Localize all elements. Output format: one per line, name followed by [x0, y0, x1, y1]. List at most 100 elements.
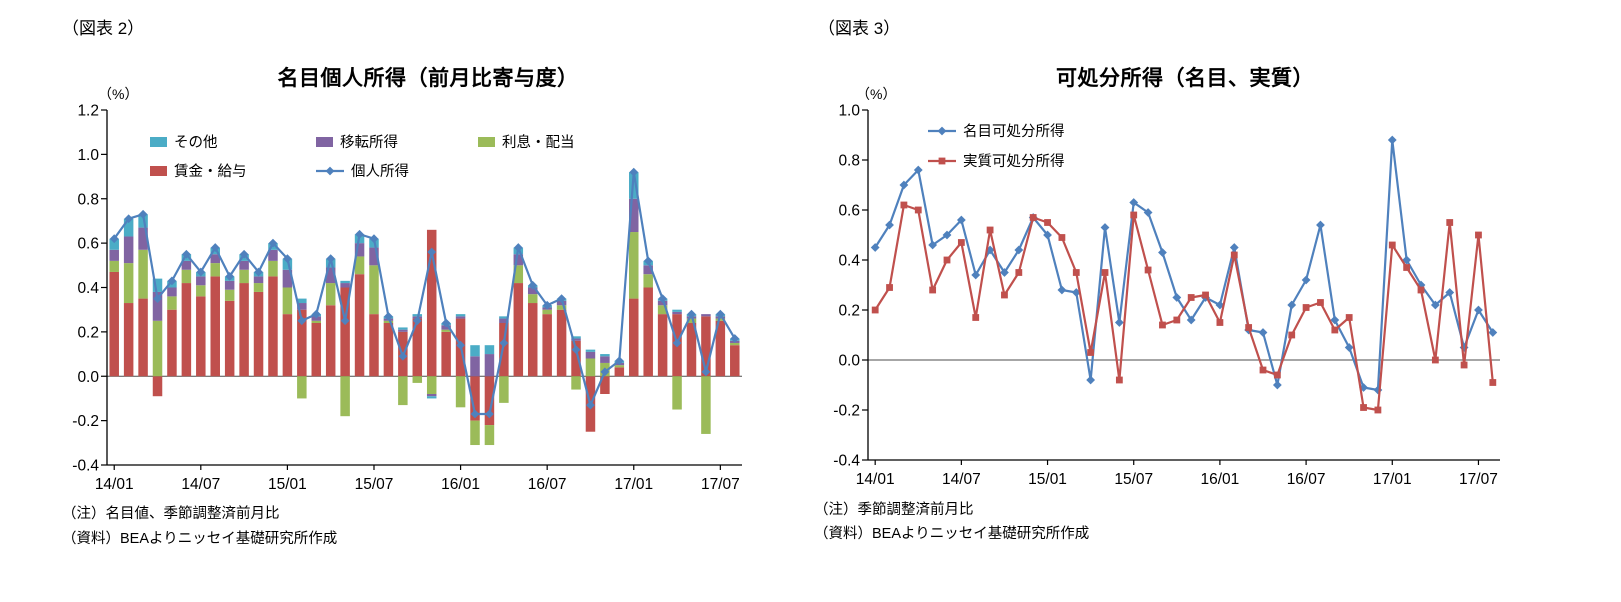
- bar-segment: [282, 269, 293, 288]
- bar-segment: [354, 243, 365, 257]
- square-marker: [1417, 286, 1425, 294]
- bar-segment: [600, 376, 610, 394]
- diamond-marker: [1172, 293, 1182, 302]
- bar-segment: [499, 323, 509, 377]
- x-tick-label: 14/01: [856, 471, 895, 488]
- square-marker: [871, 306, 879, 314]
- bar-segment: [167, 296, 177, 310]
- diamond-marker: [1229, 243, 1239, 252]
- diamond-marker: [643, 256, 653, 266]
- square-marker: [900, 201, 908, 209]
- y-tick-label: 0.4: [77, 280, 99, 297]
- bar-segment: [210, 276, 220, 377]
- square-marker: [1446, 219, 1454, 226]
- bar-segment: [730, 345, 740, 377]
- x-tick-label: 14/07: [181, 476, 220, 493]
- line-nominal-disposable-income: [870, 135, 1498, 395]
- diamond-marker: [701, 367, 711, 377]
- square-marker: [1403, 264, 1411, 271]
- diamond-marker: [225, 272, 235, 281]
- bar-segment: [224, 280, 235, 290]
- diamond-marker: [971, 270, 981, 280]
- bar-segment: [441, 325, 451, 330]
- bar-segment: [138, 298, 148, 377]
- x-tick-label: 15/01: [1028, 471, 1067, 488]
- bar-segment: [426, 376, 437, 394]
- legend-label: 名目可処分所得: [963, 123, 1065, 140]
- x-tick-label: 16/07: [1287, 471, 1326, 488]
- diamond-marker: [542, 300, 552, 310]
- diamond-marker: [885, 220, 894, 230]
- bar-segment: [340, 376, 350, 417]
- diamond-marker: [1186, 315, 1196, 325]
- x-tick-label: 17/01: [614, 476, 653, 493]
- bar-segment: [253, 276, 264, 284]
- square-marker: [1460, 361, 1468, 369]
- square-marker: [929, 286, 937, 294]
- diamond-marker: [1316, 220, 1325, 230]
- bar-segment: [455, 316, 466, 319]
- square-marker: [1302, 304, 1310, 311]
- bar-segment: [484, 425, 495, 446]
- y-tick-label: 1.2: [77, 103, 99, 120]
- bar-segment: [152, 376, 163, 397]
- bar-segment: [513, 265, 524, 284]
- bar-segment: [470, 376, 480, 421]
- bar-segment: [297, 303, 307, 310]
- legend-swatch: [316, 137, 333, 147]
- legend-label: 実質可処分所得: [963, 152, 1065, 170]
- diamond-marker: [282, 254, 292, 264]
- diamond-marker: [1215, 300, 1225, 310]
- diamond-marker: [412, 316, 422, 326]
- bar-segment: [210, 254, 220, 264]
- square-marker: [1374, 406, 1382, 414]
- bar-segment: [527, 287, 538, 295]
- bar-segment: [571, 338, 581, 341]
- line-real-disposable-income: [871, 201, 1497, 414]
- bar-segment: [152, 291, 163, 321]
- legend-item-interest-dividends: 利息・配当: [478, 134, 575, 151]
- bar-segment: [109, 238, 119, 250]
- square-marker: [886, 284, 893, 291]
- legend-item-real-disposable-income: 実質可処分所得: [928, 152, 1065, 170]
- bar-segment: [369, 247, 379, 266]
- figure3-note-source: （資料）BEAよりニッセイ基礎研究所作成: [814, 526, 1090, 542]
- diamond-marker: [325, 166, 335, 176]
- legend-swatch: [150, 137, 167, 147]
- diamond-marker: [1359, 383, 1368, 392]
- y-tick-label: -0.4: [72, 458, 99, 475]
- bar-segment: [123, 218, 134, 237]
- diamond-marker: [629, 167, 639, 177]
- diamond-marker: [153, 294, 162, 303]
- bar-segment: [138, 249, 148, 299]
- bar-segment: [499, 376, 509, 403]
- bar-segment: [585, 349, 596, 352]
- square-marker: [1101, 269, 1109, 276]
- bar-segment: [614, 367, 625, 377]
- diamond-marker: [1474, 305, 1483, 315]
- diamond-marker: [326, 254, 336, 264]
- diamond-marker: [1143, 208, 1153, 217]
- bar-segment: [657, 305, 668, 315]
- bar-segment: [325, 267, 336, 284]
- bar-segment: [282, 314, 293, 377]
- bar-segment: [239, 269, 249, 284]
- bar-segment: [527, 303, 538, 377]
- bar-segment: [340, 280, 350, 284]
- figure2-title: 名目個人所得（前月比寄与度）: [277, 67, 579, 90]
- square-marker: [1044, 219, 1051, 226]
- bars-transfer-income: [109, 198, 740, 397]
- square-marker: [1015, 269, 1023, 276]
- diamond-marker: [1373, 385, 1383, 395]
- bar-segment: [398, 376, 408, 406]
- bar-segment: [513, 254, 524, 266]
- diamond-marker: [355, 229, 364, 239]
- bar-segment: [282, 287, 293, 315]
- x-tick-label: 14/01: [95, 476, 134, 493]
- square-marker: [1216, 319, 1224, 326]
- diamond-marker: [384, 311, 393, 321]
- bar-segment: [499, 316, 509, 319]
- bar-segment: [311, 316, 322, 321]
- bar-segment: [426, 394, 437, 397]
- bar-segment: [167, 287, 177, 297]
